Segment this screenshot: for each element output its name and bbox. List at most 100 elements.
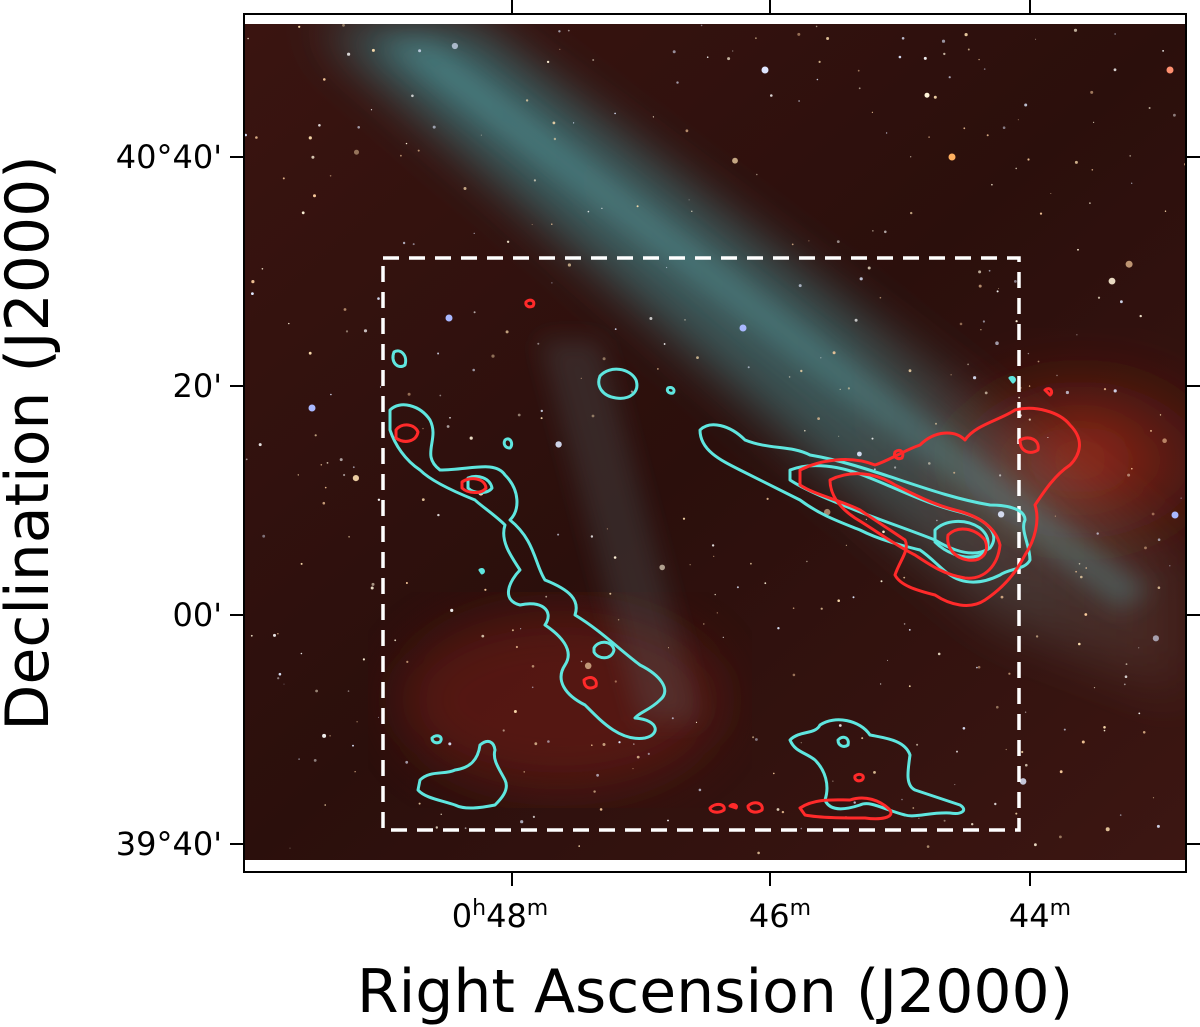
star	[289, 847, 291, 849]
star	[1035, 38, 1037, 40]
star	[411, 94, 414, 98]
star	[1157, 586, 1161, 589]
bright-star	[948, 153, 956, 161]
star	[371, 48, 375, 52]
star	[596, 773, 599, 777]
axis-ticks	[230, 0, 1200, 886]
red-contour-east-outer	[798, 406, 1081, 607]
star	[858, 87, 861, 90]
star	[347, 690, 350, 692]
star	[832, 780, 834, 782]
star	[967, 48, 970, 51]
cyan-contour-small-1	[391, 349, 408, 368]
star	[999, 474, 1002, 477]
star	[1024, 711, 1027, 713]
x-tick-prefix: 0	[451, 897, 473, 935]
star	[1093, 121, 1095, 123]
star	[1151, 512, 1155, 516]
star	[884, 230, 887, 234]
star	[1129, 155, 1132, 157]
star	[928, 136, 930, 139]
star	[636, 755, 640, 759]
star	[1027, 352, 1030, 355]
star	[301, 211, 305, 215]
star	[250, 634, 253, 637]
star	[1142, 731, 1146, 734]
star	[308, 351, 312, 355]
star	[756, 173, 758, 176]
cyan-contour-south-west	[416, 739, 508, 810]
star	[963, 127, 966, 130]
star	[713, 555, 715, 557]
star	[826, 37, 830, 40]
star	[695, 721, 698, 724]
star	[343, 473, 346, 477]
cyan-contour-east-inner	[788, 464, 996, 555]
red-contour-west-3	[582, 676, 598, 690]
star	[978, 284, 982, 288]
star	[356, 721, 358, 723]
star	[817, 417, 820, 420]
star	[551, 223, 553, 225]
star	[505, 330, 509, 334]
star	[996, 705, 999, 709]
star	[277, 677, 280, 680]
star	[991, 183, 993, 186]
star	[258, 443, 262, 447]
star	[1017, 119, 1019, 121]
star	[614, 328, 617, 330]
star	[1024, 103, 1028, 107]
star	[867, 266, 871, 270]
star	[978, 270, 982, 274]
star	[547, 740, 550, 743]
star	[314, 434, 317, 437]
star	[552, 121, 556, 125]
star	[1015, 320, 1018, 323]
star	[1096, 532, 1099, 535]
star	[700, 24, 703, 27]
star	[448, 742, 452, 746]
star	[379, 386, 382, 388]
star	[515, 645, 519, 649]
bright-star	[739, 324, 747, 332]
red-contour-west-2	[460, 477, 488, 494]
star	[1144, 546, 1147, 550]
star	[1124, 675, 1128, 678]
star	[573, 122, 575, 124]
y-tick-label: 20'	[172, 367, 222, 405]
x-tick-hour-unit: h	[472, 896, 487, 921]
star	[918, 817, 920, 819]
star	[377, 297, 380, 300]
star	[464, 827, 467, 830]
star	[473, 232, 475, 234]
star	[698, 788, 702, 792]
star	[948, 76, 951, 79]
star	[943, 52, 946, 56]
star	[901, 37, 905, 40]
star	[329, 175, 332, 177]
star	[402, 241, 406, 245]
star	[836, 240, 840, 244]
star	[602, 357, 606, 361]
star	[936, 519, 938, 522]
star	[513, 710, 517, 713]
star	[714, 593, 716, 596]
star	[463, 187, 467, 190]
star	[901, 798, 903, 801]
star	[405, 760, 409, 764]
star	[362, 658, 365, 661]
red-contour-west-1	[394, 423, 420, 443]
star	[591, 414, 595, 418]
star	[874, 468, 876, 471]
star	[1073, 28, 1078, 32]
x-tick-minute-unit: m	[526, 896, 549, 921]
star	[394, 639, 397, 642]
star	[553, 137, 557, 141]
star	[971, 823, 974, 826]
star	[614, 680, 617, 683]
star	[557, 533, 560, 536]
star	[370, 109, 373, 111]
star	[667, 819, 669, 822]
star	[418, 49, 422, 53]
